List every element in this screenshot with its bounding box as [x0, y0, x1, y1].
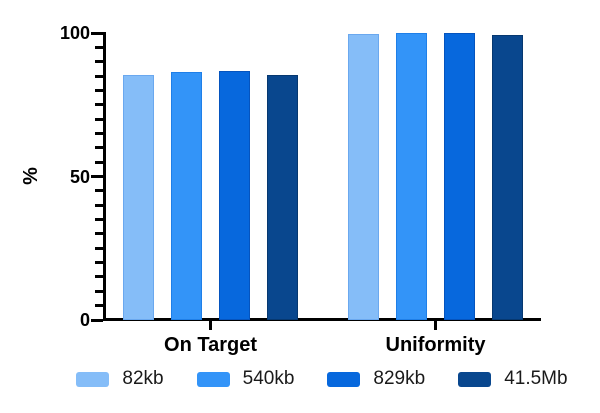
- y-minor-tick: [95, 88, 103, 92]
- bar-41.5Mb-uniformity: [491, 34, 524, 320]
- legend-item-82kb: 82kb: [76, 368, 164, 390]
- bar-829kb-uniformity: [443, 33, 476, 320]
- bar-540kb-on-target: [170, 72, 203, 320]
- y-major-tick: [91, 175, 103, 178]
- bar-82kb-uniformity: [347, 33, 380, 320]
- y-minor-tick: [95, 289, 103, 293]
- legend-item-540kb: 540kb: [196, 368, 295, 390]
- y-tick-label: 100: [59, 23, 90, 43]
- legend-swatch-540kb: [196, 371, 230, 387]
- legend: 82kb 540kb 829kb 41.5Mb: [0, 368, 600, 390]
- y-minor-tick: [95, 103, 103, 107]
- y-minor-tick: [95, 275, 103, 279]
- y-minor-tick: [95, 232, 103, 236]
- y-minor-tick: [95, 146, 103, 150]
- y-minor-tick: [95, 60, 103, 64]
- legend-swatch-41.5Mb: [458, 371, 492, 387]
- bar-41.5Mb-on-target: [266, 74, 299, 320]
- x-axis-line: [103, 318, 541, 321]
- bar-829kb-on-target: [218, 70, 251, 320]
- y-tick-label: 50: [69, 166, 90, 187]
- legend-label: 540kb: [242, 368, 295, 389]
- y-minor-tick: [95, 117, 103, 121]
- category-label-uniformity: Uniformity: [385, 334, 486, 356]
- y-minor-tick: [95, 160, 103, 164]
- category-label-on-target: On Target: [164, 334, 257, 356]
- y-minor-tick: [95, 218, 103, 222]
- x-category-tick: [434, 321, 437, 330]
- y-tick-label: 0: [79, 310, 90, 330]
- legend-item-829kb: 829kb: [327, 368, 425, 390]
- y-minor-tick: [95, 304, 103, 308]
- y-major-tick: [91, 318, 103, 322]
- legend-label: 829kb: [373, 368, 426, 389]
- legend-label: 41.5Mb: [504, 368, 568, 389]
- legend-label: 82kb: [122, 368, 164, 389]
- bar-82kb-on-target: [122, 74, 155, 320]
- legend-item-41.5Mb: 41.5Mb: [458, 368, 568, 390]
- x-category-tick: [209, 321, 212, 330]
- y-minor-tick: [95, 261, 103, 265]
- y-minor-tick: [95, 45, 103, 49]
- y-minor-tick: [95, 131, 103, 135]
- y-minor-tick: [95, 246, 103, 250]
- legend-swatch-82kb: [76, 371, 110, 387]
- y-minor-tick: [95, 189, 103, 193]
- y-minor-tick: [95, 74, 103, 78]
- y-major-tick: [91, 31, 103, 35]
- bar-540kb-uniformity: [395, 33, 428, 320]
- y-axis-line: [103, 32, 106, 321]
- legend-swatch-829kb: [327, 371, 361, 387]
- y-minor-tick: [95, 203, 103, 207]
